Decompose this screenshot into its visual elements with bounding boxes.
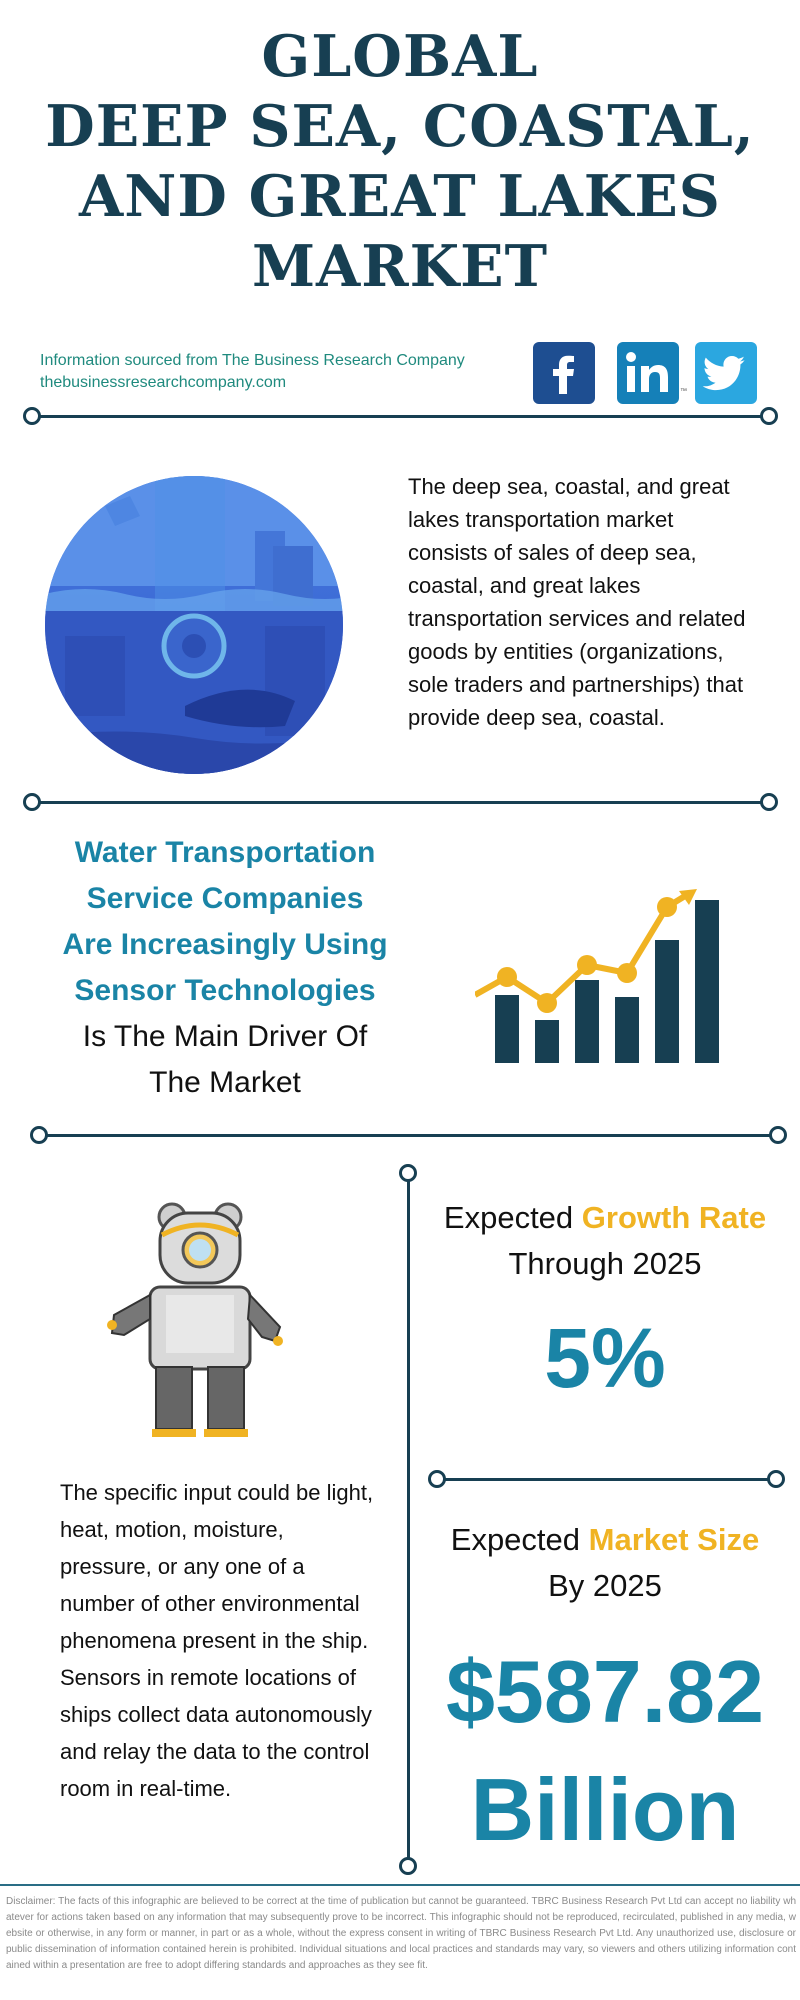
market-label-suffix: By 2025: [548, 1568, 662, 1603]
intro-text: The deep sea, coastal, and great lakes t…: [408, 474, 746, 730]
divider-dot: [23, 407, 41, 425]
driver-highlight-line: Service Companies: [86, 882, 364, 915]
source-info: Information sourced from The Business Re…: [40, 350, 465, 394]
divider: [33, 801, 769, 804]
growth-bar-chart-icon: [473, 885, 735, 1065]
market-label-prefix: Expected: [450, 1522, 589, 1557]
divider-dot: [760, 407, 778, 425]
divider: [33, 415, 769, 418]
market-size-label: Expected Market Size By 2025: [420, 1517, 790, 1609]
divider-dot: [428, 1470, 446, 1488]
divider-dot: [769, 1126, 787, 1144]
title-line: MARKET: [251, 233, 549, 300]
market-driver: Water Transportation Service Companies A…: [40, 830, 410, 1106]
underwater-port-illustration: [45, 476, 343, 774]
linkedin-icon[interactable]: [617, 342, 679, 404]
divider: [438, 1478, 776, 1481]
trademark-mark: ™: [680, 388, 687, 395]
disclaimer: Disclaimer: The facts of this infographi…: [6, 1896, 796, 1971]
facebook-icon[interactable]: [533, 342, 595, 404]
twitter-icon[interactable]: [695, 342, 757, 404]
market-size-unit: Billion: [470, 1760, 740, 1859]
vertical-divider: [407, 1174, 410, 1866]
footer-divider: [0, 1884, 800, 1886]
divider-dot: [30, 1126, 48, 1144]
source-url-link[interactable]: thebusinessresearchcompany.com: [40, 374, 287, 391]
divider: [40, 1134, 778, 1137]
title-line: DEEP SEA, COASTAL,: [45, 93, 755, 160]
market-label-accent: Market Size: [588, 1522, 760, 1557]
sensor-description: The specific input could be light, heat,…: [60, 1480, 374, 1801]
divider-dot: [760, 793, 778, 811]
driver-highlight-line: Sensor Technologies: [74, 974, 376, 1007]
divider-dot: [23, 793, 41, 811]
divider-dot: [399, 1164, 417, 1182]
growth-rate-label: Expected Growth Rate Through 2025: [420, 1195, 790, 1287]
driver-line: The Market: [149, 1066, 301, 1099]
divider-dot: [767, 1470, 785, 1488]
growth-label-suffix: Through 2025: [508, 1246, 702, 1281]
driver-highlight-line: Are Increasingly Using: [62, 928, 388, 961]
growth-label-accent: Growth Rate: [581, 1200, 767, 1235]
title-line: GLOBAL: [261, 23, 539, 90]
divider-dot: [399, 1857, 417, 1875]
page-title: GLOBAL DEEP SEA, COASTAL, AND GREAT LAKE…: [0, 22, 800, 302]
title-line: AND GREAT LAKES: [79, 163, 721, 230]
source-line: Information sourced from The Business Re…: [40, 352, 465, 369]
driver-highlight-line: Water Transportation: [74, 836, 376, 869]
growth-label-prefix: Expected: [443, 1200, 582, 1235]
market-size-amount: $587.82: [445, 1642, 765, 1741]
market-size-value: $587.82 Billion: [420, 1633, 790, 1869]
diver-robot-illustration: [100, 1195, 290, 1445]
growth-rate-value: 5%: [544, 1311, 666, 1405]
driver-line: Is The Main Driver Of: [82, 1020, 368, 1053]
